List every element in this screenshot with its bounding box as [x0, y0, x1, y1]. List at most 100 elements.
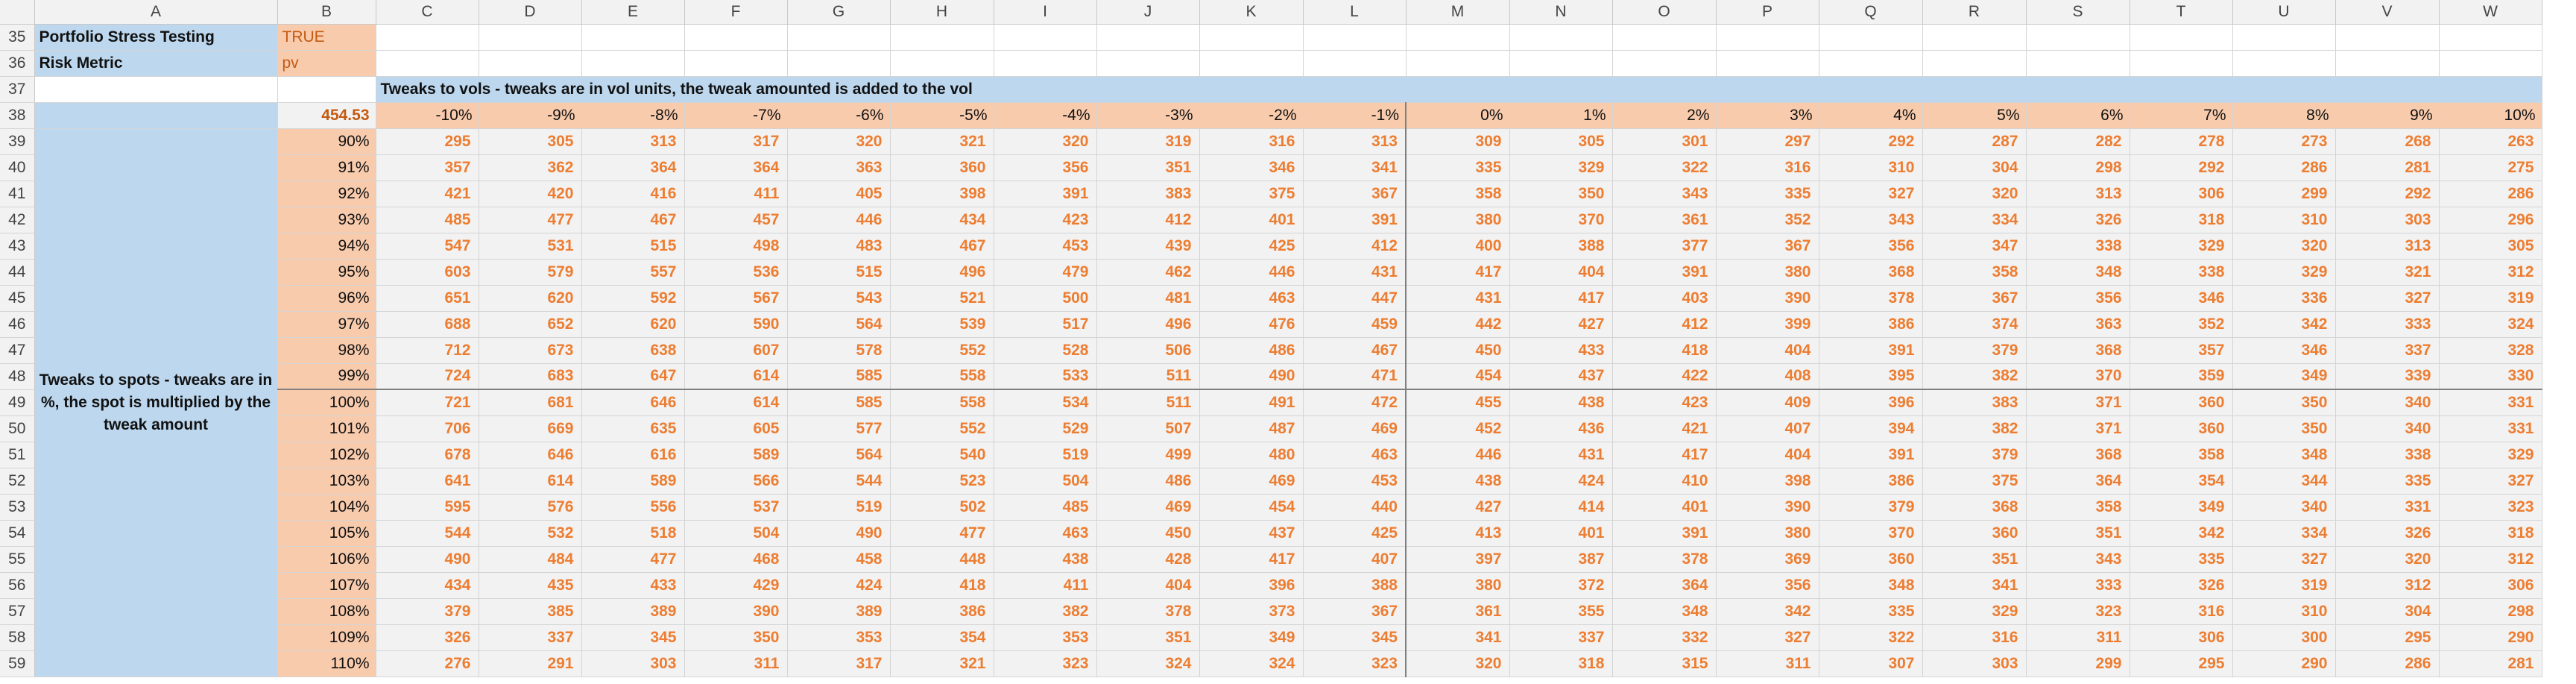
pv-cell[interactable]: 453 — [1303, 468, 1407, 495]
pv-cell[interactable]: 431 — [1303, 259, 1407, 286]
pv-cell[interactable]: 564 — [787, 311, 891, 338]
pv-cell[interactable]: 398 — [890, 181, 994, 207]
pv-cell[interactable]: 360 — [1819, 546, 1923, 573]
pv-cell[interactable]: 321 — [2335, 259, 2440, 286]
pv-cell[interactable]: 352 — [2130, 311, 2233, 338]
cell[interactable] — [1716, 24, 1819, 51]
pv-cell[interactable]: 360 — [1922, 520, 2027, 547]
pv-cell[interactable]: 309 — [1405, 128, 1510, 155]
pv-cell[interactable]: 485 — [376, 207, 479, 233]
pv-cell[interactable]: 382 — [1922, 415, 2027, 442]
spot-tweak-value[interactable]: 97% — [277, 311, 376, 338]
spot-tweak-value[interactable]: 94% — [277, 233, 376, 260]
pv-cell[interactable]: 605 — [684, 415, 788, 442]
pv-cell[interactable]: 417 — [1509, 285, 1613, 312]
pv-cell[interactable]: 388 — [1303, 572, 1407, 599]
pv-cell[interactable]: 425 — [1303, 520, 1407, 547]
pv-cell[interactable]: 322 — [1819, 624, 1923, 651]
pv-cell[interactable]: 420 — [479, 181, 582, 207]
pv-cell[interactable]: 295 — [2130, 650, 2233, 677]
pv-cell[interactable]: 543 — [787, 285, 891, 312]
pv-cell[interactable]: 320 — [787, 128, 891, 155]
column-header-P[interactable]: P — [1716, 0, 1819, 25]
pv-cell[interactable]: 450 — [1405, 337, 1510, 364]
pv-cell[interactable]: 438 — [1405, 468, 1510, 495]
spot-tweak-value[interactable]: 102% — [277, 442, 376, 468]
pv-cell[interactable]: 327 — [1819, 181, 1923, 207]
pv-cell[interactable]: 348 — [2026, 259, 2130, 286]
pv-cell[interactable]: 589 — [581, 468, 685, 495]
pv-cell[interactable]: 368 — [2026, 442, 2130, 468]
pv-cell[interactable]: 688 — [376, 311, 479, 338]
pv-cell[interactable]: 391 — [1819, 442, 1923, 468]
pv-cell[interactable]: 567 — [684, 285, 788, 312]
pv-cell[interactable]: 435 — [479, 572, 582, 599]
pv-cell[interactable]: 378 — [1096, 598, 1200, 625]
pv-cell[interactable]: 592 — [581, 285, 685, 312]
pv-cell[interactable]: 424 — [787, 572, 891, 599]
cell[interactable] — [1509, 50, 1613, 77]
pv-cell[interactable]: 577 — [787, 415, 891, 442]
vol-tweak-header[interactable]: -6% — [787, 102, 891, 129]
row-header-56[interactable]: 56 — [0, 572, 35, 599]
pv-cell[interactable]: 416 — [581, 181, 685, 207]
pv-cell[interactable]: 304 — [1922, 154, 2027, 181]
pv-cell[interactable]: 380 — [1405, 207, 1510, 233]
pv-cell[interactable]: 388 — [1509, 233, 1613, 260]
pv-cell[interactable]: 377 — [1612, 233, 1717, 260]
pv-cell[interactable]: 363 — [2026, 311, 2130, 338]
pv-cell[interactable]: 337 — [479, 624, 582, 651]
row-header-40[interactable]: 40 — [0, 154, 35, 181]
cell[interactable] — [1303, 24, 1407, 51]
pv-cell[interactable]: 337 — [1509, 624, 1613, 651]
pv-cell[interactable]: 463 — [1199, 285, 1304, 312]
cell[interactable] — [1096, 50, 1200, 77]
pv-cell[interactable]: 437 — [1199, 520, 1304, 547]
pv-cell[interactable]: 375 — [1199, 181, 1304, 207]
pv-cell[interactable]: 370 — [1509, 207, 1613, 233]
pv-cell[interactable]: 346 — [2232, 337, 2336, 364]
pv-cell[interactable]: 396 — [1819, 389, 1923, 416]
cell[interactable] — [2026, 50, 2130, 77]
pv-cell[interactable]: 410 — [1612, 468, 1717, 495]
cell[interactable] — [1509, 24, 1613, 51]
pv-cell[interactable]: 453 — [994, 233, 1097, 260]
pv-cell[interactable]: 518 — [581, 520, 685, 547]
pv-cell[interactable]: 327 — [2335, 285, 2440, 312]
pv-cell[interactable]: 486 — [1096, 468, 1200, 495]
pv-cell[interactable]: 480 — [1199, 442, 1304, 468]
pv-cell[interactable]: 382 — [994, 598, 1097, 625]
row-header-42[interactable]: 42 — [0, 207, 35, 233]
vol-tweak-header[interactable]: 9% — [2335, 102, 2440, 129]
pv-cell[interactable]: 331 — [2439, 415, 2542, 442]
row-header-53[interactable]: 53 — [0, 494, 35, 521]
pv-cell[interactable]: 467 — [581, 207, 685, 233]
pv-cell[interactable]: 386 — [1819, 311, 1923, 338]
pv-cell[interactable]: 349 — [2130, 494, 2233, 521]
pv-cell[interactable]: 263 — [2439, 128, 2542, 155]
pv-cell[interactable]: 364 — [2026, 468, 2130, 495]
cell[interactable] — [2130, 50, 2233, 77]
portfolio-stress-value[interactable]: TRUE — [277, 24, 376, 51]
pv-cell[interactable]: 418 — [1612, 337, 1717, 364]
pv-cell[interactable]: 404 — [1096, 572, 1200, 599]
pv-cell[interactable]: 335 — [1819, 598, 1923, 625]
row-header-38[interactable]: 38 — [0, 102, 35, 129]
pv-cell[interactable]: 340 — [2232, 494, 2336, 521]
pv-cell[interactable]: 313 — [1303, 128, 1407, 155]
pv-cell[interactable]: 438 — [1509, 389, 1613, 416]
pv-cell[interactable]: 320 — [1922, 181, 2027, 207]
pv-cell[interactable]: 481 — [1096, 285, 1200, 312]
vol-tweak-header[interactable]: 10% — [2439, 102, 2542, 129]
cell[interactable] — [2335, 24, 2440, 51]
pv-cell[interactable]: 585 — [787, 363, 891, 390]
pv-cell[interactable]: 278 — [2130, 128, 2233, 155]
row-header-58[interactable]: 58 — [0, 624, 35, 651]
pv-cell[interactable]: 313 — [2335, 233, 2440, 260]
pv-cell[interactable]: 346 — [2130, 285, 2233, 312]
pv-cell[interactable]: 468 — [684, 546, 788, 573]
column-header-A[interactable]: A — [34, 0, 278, 25]
pv-cell[interactable]: 335 — [1405, 154, 1510, 181]
row-header-39[interactable]: 39 — [0, 128, 35, 155]
pv-cell[interactable]: 504 — [994, 468, 1097, 495]
